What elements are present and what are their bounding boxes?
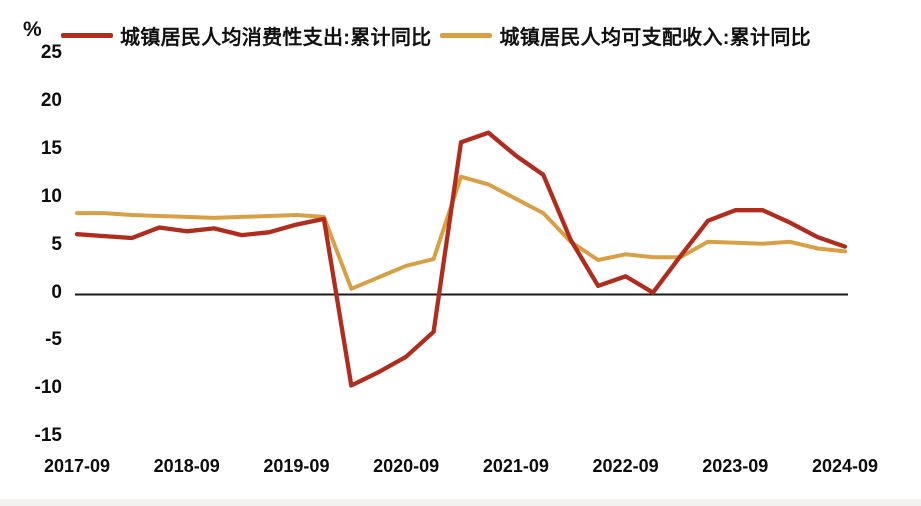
legend-swatch-income	[440, 33, 493, 38]
legend-label-expenditure: 城镇居民人均消费性支出:累计同比	[120, 27, 432, 49]
y-tick-label: 20	[40, 90, 62, 111]
expenditure-line	[74, 130, 848, 388]
y-tick-label: 0	[51, 281, 62, 303]
y-tick-label: 5	[51, 233, 62, 255]
legend: 城镇居民人均消费性支出:累计同比 城镇居民人均可支配收入:累计同比	[61, 21, 811, 50]
y-tick-label: -15	[34, 425, 62, 447]
legend-item-income: 城镇居民人均可支配收入:累计同比	[440, 21, 811, 50]
y-axis-unit-label: %	[23, 18, 42, 41]
x-tick-label: 2019-09	[263, 456, 330, 476]
y-tick-label: 10	[40, 185, 62, 207]
y-tick-label: -10	[34, 377, 62, 399]
bottom-edge-strip	[0, 499, 921, 506]
y-tick-label: 25	[40, 42, 62, 64]
x-tick-label: 2017-09	[43, 456, 111, 476]
income-line	[75, 174, 847, 291]
x-tick-label: 2022-09	[592, 456, 659, 476]
x-tick-label: 2020-09	[373, 456, 440, 476]
x-tick-label: 2021-09	[482, 456, 549, 476]
legend-item-expenditure: 城镇居民人均消费性支出:累计同比	[61, 21, 431, 50]
y-tick-label: -5	[45, 329, 62, 351]
x-tick-label: 2023-09	[702, 456, 769, 476]
legend-label-income: 城镇居民人均可支配收入:累计同比	[499, 27, 811, 49]
legend-swatch-expenditure	[61, 33, 113, 38]
y-tick-label: 15	[40, 137, 62, 159]
x-tick-label: 2024-09	[811, 456, 879, 476]
x-tick-label: 2018-09	[153, 456, 220, 476]
